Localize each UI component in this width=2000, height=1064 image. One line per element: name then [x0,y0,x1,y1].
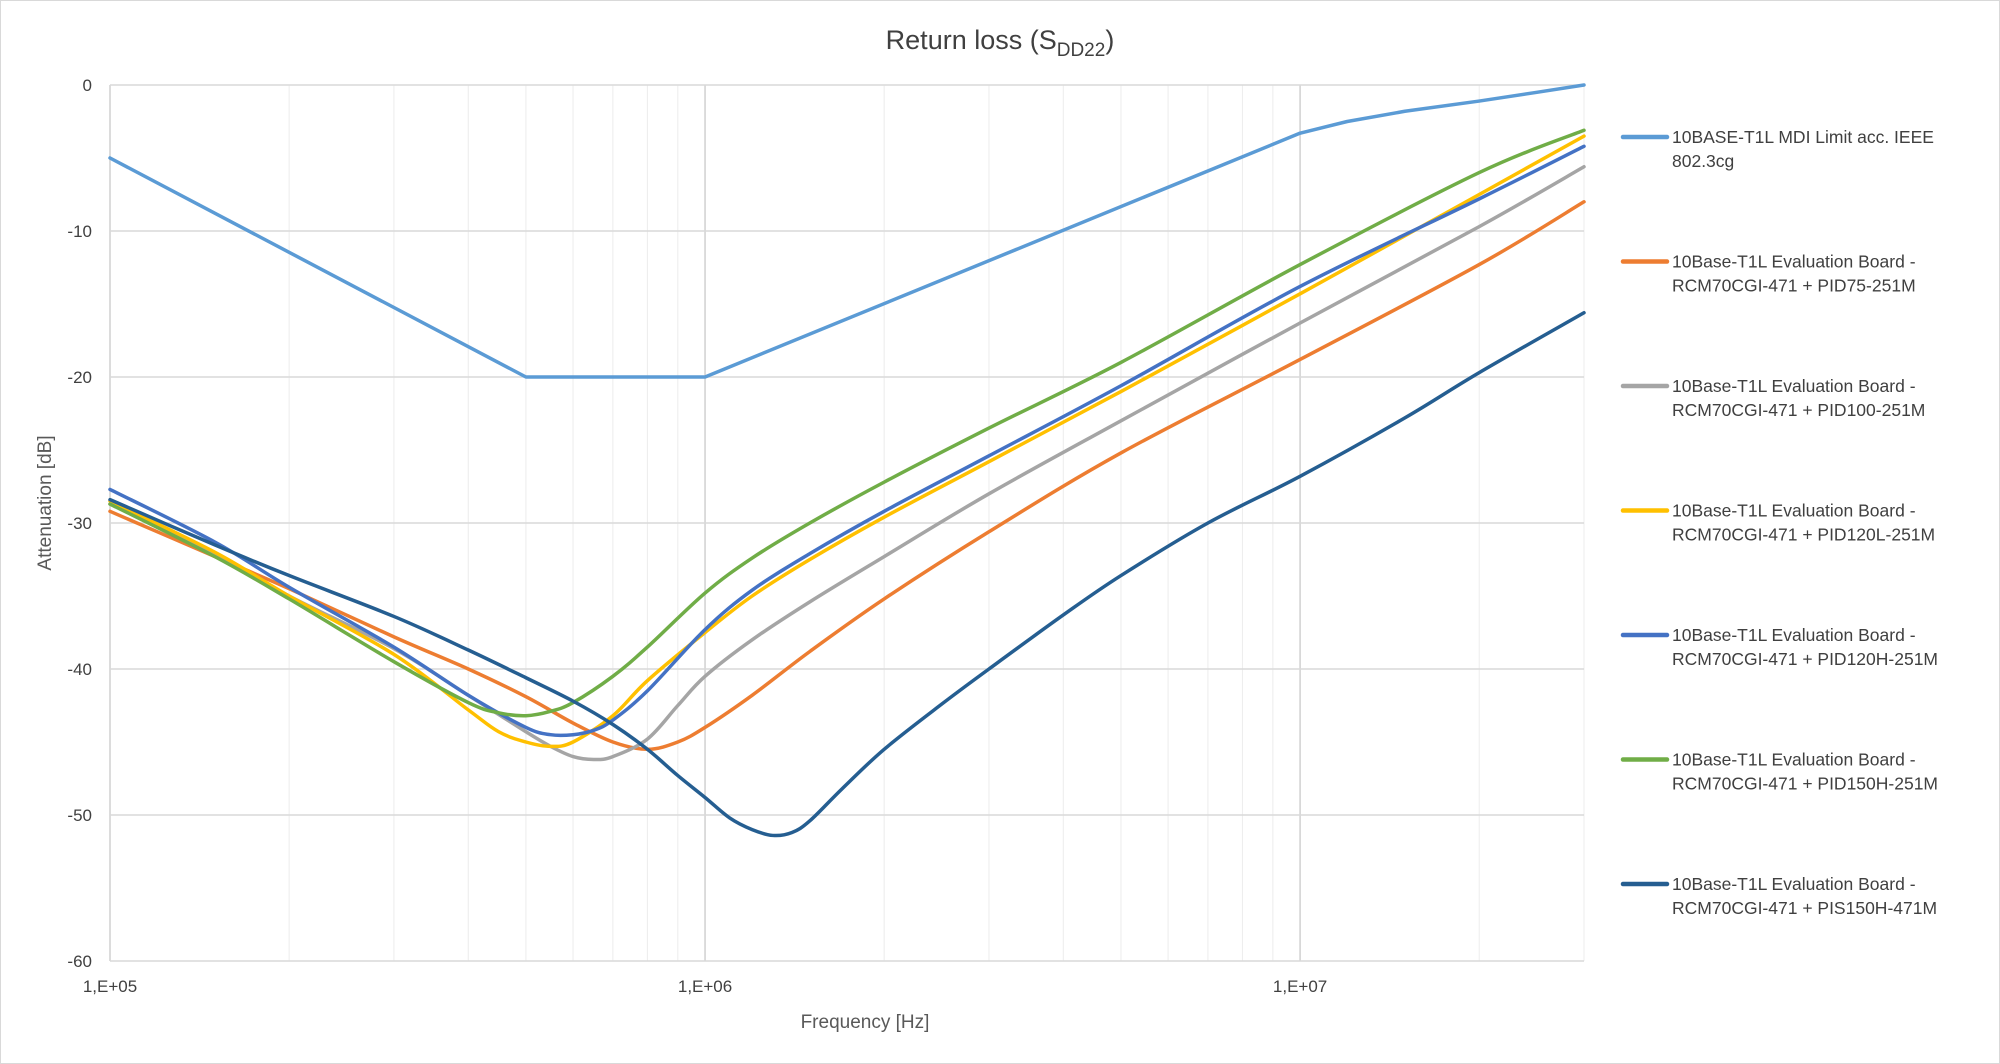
series-lines [108,83,1586,838]
y-tick-label: 0 [83,76,92,95]
legend-entry-3: 10Base-T1L Evaluation Board -RCM70CGI-47… [1672,376,1925,420]
legend-entry-5: 10Base-T1L Evaluation Board -RCM70CGI-47… [1672,625,1938,669]
x-tick-label: 1,E+05 [83,977,137,996]
y-tick-label: -30 [67,514,92,533]
series-line-2 [108,200,1586,752]
chart-title-subscript: DD22 [1057,40,1106,61]
y-tick-label: -20 [67,368,92,387]
y-axis-label: Attenuation [dB] [35,435,56,570]
x-axis-label: Frequency [Hz] [801,1012,930,1033]
y-axis-ticks: 0 -10 -20 -30 -40 -50 -60 [67,76,92,971]
y-tick-label: -50 [67,806,92,825]
series-line-6 [108,128,1586,718]
legend-entry-1: 10BASE-T1L MDI Limit acc. IEEE 802.3cg [1672,127,1934,171]
x-tick-label: 1,E+06 [678,977,732,996]
legend-entry-2: 10Base-T1L Evaluation Board -RCM70CGI-47… [1672,252,1916,296]
y-tick-label: -40 [67,660,92,679]
series-line-1 [108,83,1586,379]
x-tick-label: 1,E+07 [1273,977,1327,996]
series-line-5 [108,144,1586,738]
chart-title-close: ) [1105,25,1114,55]
legend-entry-6: 10Base-T1L Evaluation Board -RCM70CGI-47… [1672,750,1938,794]
series-line-7 [108,311,1586,838]
y-tick-label: -10 [67,222,92,241]
legend-entry-7: 10Base-T1L Evaluation Board -RCM70CGI-47… [1672,874,1937,918]
grid [109,84,1585,962]
y-tick-label: -60 [67,952,92,971]
chart-title-main: Return loss (S [886,25,1057,55]
chart-title: Return loss (SDD22) [886,25,1115,61]
series-line-4 [108,134,1586,749]
x-axis-ticks: 1,E+05 1,E+06 1,E+07 [83,977,1327,996]
legend-entry-4: 10Base-T1L Evaluation Board -RCM70CGI-47… [1672,501,1935,545]
legend: 10BASE-T1L MDI Limit acc. IEEE 802.3cg 10B… [1620,127,1938,918]
